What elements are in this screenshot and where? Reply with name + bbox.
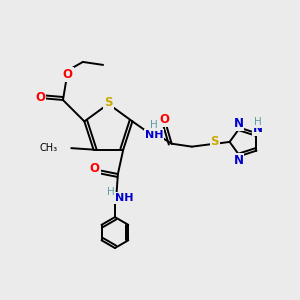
Text: O: O bbox=[160, 113, 170, 126]
Text: O: O bbox=[90, 163, 100, 176]
Text: N: N bbox=[253, 122, 263, 136]
Text: S: S bbox=[211, 135, 219, 148]
Text: O: O bbox=[90, 163, 100, 176]
Text: H: H bbox=[106, 187, 114, 197]
Text: O: O bbox=[35, 92, 45, 104]
Text: NH: NH bbox=[115, 193, 133, 203]
Text: CH₃: CH₃ bbox=[40, 143, 58, 153]
Text: S: S bbox=[211, 135, 219, 148]
Text: H: H bbox=[150, 120, 158, 130]
Text: O: O bbox=[63, 68, 73, 81]
Text: N: N bbox=[233, 117, 243, 130]
Text: NH: NH bbox=[145, 130, 163, 140]
Text: S: S bbox=[104, 96, 112, 109]
Text: S: S bbox=[104, 96, 112, 109]
Text: H: H bbox=[106, 187, 114, 197]
Text: NH: NH bbox=[145, 130, 163, 140]
Text: O: O bbox=[63, 68, 73, 81]
Text: O: O bbox=[160, 113, 170, 126]
Text: NH: NH bbox=[115, 193, 133, 203]
Text: H: H bbox=[254, 118, 262, 128]
Text: CH₃: CH₃ bbox=[40, 143, 58, 153]
Text: N: N bbox=[233, 154, 243, 167]
Text: O: O bbox=[35, 92, 45, 104]
Text: H: H bbox=[150, 120, 158, 130]
